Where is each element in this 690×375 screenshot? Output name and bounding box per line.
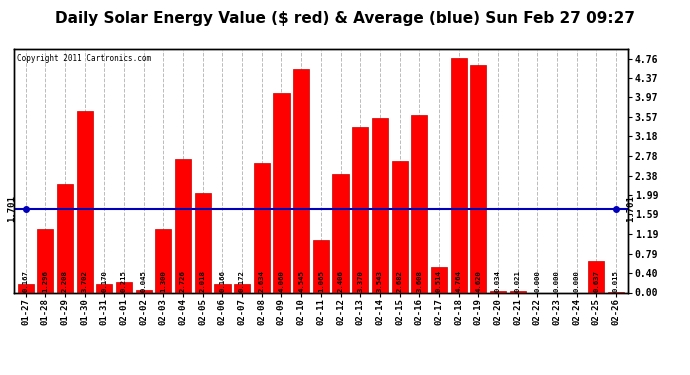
Text: 2.208: 2.208 — [62, 270, 68, 292]
Text: 0.034: 0.034 — [495, 270, 501, 292]
Bar — [175, 159, 191, 292]
Text: 3.608: 3.608 — [416, 270, 422, 292]
Text: 0.000: 0.000 — [573, 270, 580, 292]
Bar — [37, 229, 53, 292]
Text: 2.726: 2.726 — [180, 270, 186, 292]
Bar — [352, 127, 368, 292]
Text: 0.021: 0.021 — [515, 270, 521, 292]
Bar — [589, 261, 604, 292]
Text: 0.015: 0.015 — [613, 270, 619, 292]
Text: 2.406: 2.406 — [337, 270, 344, 292]
Text: 4.764: 4.764 — [455, 270, 462, 292]
Text: 0.172: 0.172 — [239, 270, 245, 292]
Bar — [77, 111, 92, 292]
Text: 0.000: 0.000 — [534, 270, 540, 292]
Bar — [234, 284, 250, 292]
Bar — [471, 66, 486, 292]
Text: 2.634: 2.634 — [259, 270, 265, 292]
Text: 0.170: 0.170 — [101, 270, 108, 292]
Text: 0.215: 0.215 — [121, 270, 127, 292]
Text: Daily Solar Energy Value ($ red) & Average (blue) Sun Feb 27 09:27: Daily Solar Energy Value ($ red) & Avera… — [55, 11, 635, 26]
Text: 4.060: 4.060 — [279, 270, 284, 292]
Text: 1.701: 1.701 — [7, 195, 16, 222]
Bar — [116, 282, 132, 292]
Bar — [17, 284, 34, 292]
Bar — [155, 229, 171, 292]
Text: 1.300: 1.300 — [160, 270, 166, 292]
Bar — [293, 69, 309, 292]
Bar — [333, 174, 348, 292]
Text: 0.167: 0.167 — [23, 270, 28, 292]
Bar — [391, 161, 408, 292]
Text: 4.545: 4.545 — [298, 270, 304, 292]
Bar — [254, 163, 270, 292]
Text: 0.045: 0.045 — [141, 270, 147, 292]
Bar — [97, 284, 112, 292]
Text: 0.514: 0.514 — [436, 270, 442, 292]
Text: 2.018: 2.018 — [199, 270, 206, 292]
Text: 1.065: 1.065 — [318, 270, 324, 292]
Text: 1.296: 1.296 — [42, 270, 48, 292]
Bar — [372, 118, 388, 292]
Bar — [273, 93, 290, 292]
Bar — [490, 291, 506, 292]
Text: 0.166: 0.166 — [219, 270, 226, 292]
Bar — [215, 284, 230, 292]
Bar — [313, 240, 329, 292]
Bar — [510, 291, 526, 292]
Bar — [431, 267, 447, 292]
Bar — [451, 58, 466, 292]
Bar — [411, 115, 427, 292]
Text: 3.543: 3.543 — [377, 270, 383, 292]
Text: Copyright 2011 Cartronics.com: Copyright 2011 Cartronics.com — [17, 54, 151, 63]
Text: 3.370: 3.370 — [357, 270, 363, 292]
Text: 1.701: 1.701 — [626, 195, 635, 222]
Text: 3.702: 3.702 — [81, 270, 88, 292]
Text: 4.620: 4.620 — [475, 270, 482, 292]
Bar — [136, 290, 152, 292]
Text: 0.000: 0.000 — [554, 270, 560, 292]
Bar — [57, 184, 73, 292]
Text: 2.682: 2.682 — [397, 270, 402, 292]
Bar — [195, 194, 211, 292]
Text: 0.637: 0.637 — [593, 270, 600, 292]
